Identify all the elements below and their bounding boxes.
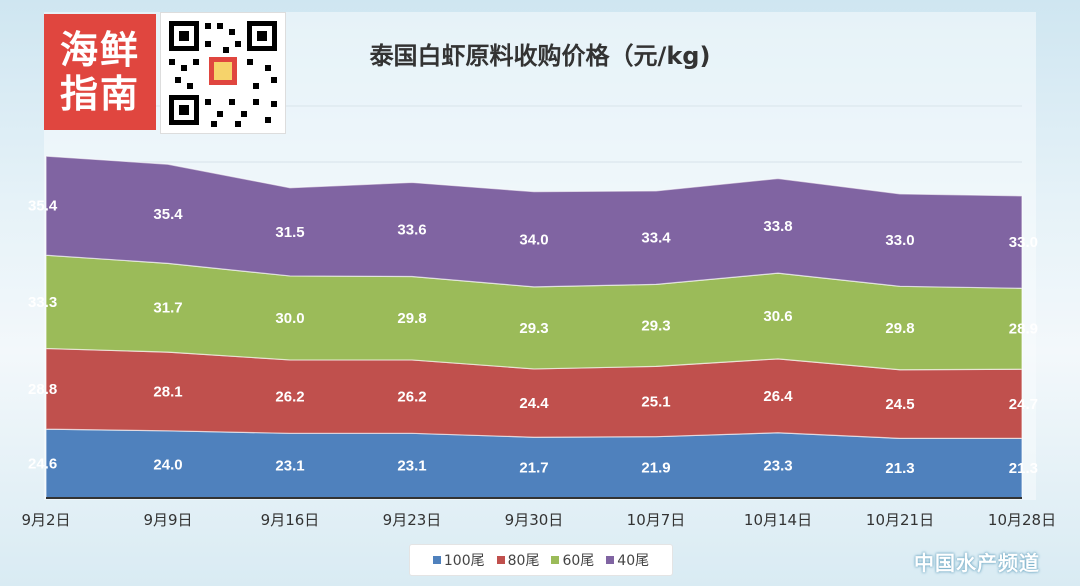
data-label: 29.3 xyxy=(641,317,670,334)
legend-label: 40尾 xyxy=(617,553,650,569)
data-label: 24.6 xyxy=(28,456,57,473)
chart-title: 泰国白虾原料收购价格（元/kg) xyxy=(370,42,711,70)
legend-item: 80尾 xyxy=(496,550,540,570)
data-label: 29.8 xyxy=(397,310,426,327)
data-label: 33.0 xyxy=(885,232,914,249)
data-label: 33.0 xyxy=(1009,234,1038,251)
data-label: 26.2 xyxy=(397,389,426,406)
legend-label: 80尾 xyxy=(507,553,540,569)
legend-label: 100尾 xyxy=(443,553,485,569)
data-label: 35.4 xyxy=(28,198,58,215)
x-tick-label: 10月28日 xyxy=(988,511,1056,529)
x-tick-label: 9月2日 xyxy=(21,511,70,529)
area-series-40尾 xyxy=(45,155,1023,289)
data-label: 23.1 xyxy=(275,458,304,475)
x-tick-label: 9月30日 xyxy=(505,511,564,529)
watermark: 中国水产频道 xyxy=(914,551,1040,575)
legend-swatch xyxy=(551,556,560,564)
data-label: 24.0 xyxy=(153,456,182,473)
x-tick-label: 10月21日 xyxy=(866,511,934,529)
data-label: 33.6 xyxy=(397,221,426,238)
data-label: 24.5 xyxy=(885,396,914,413)
data-label: 35.4 xyxy=(153,206,183,223)
x-tick-label: 9月9日 xyxy=(143,511,192,529)
data-label: 24.4 xyxy=(519,395,549,412)
data-label: 28.9 xyxy=(1009,321,1038,338)
data-label: 29.3 xyxy=(519,320,548,337)
data-label: 31.5 xyxy=(275,224,304,241)
x-tick-label: 10月14日 xyxy=(744,511,812,529)
qr-code xyxy=(160,12,286,134)
data-label: 26.4 xyxy=(763,388,793,405)
data-label: 23.1 xyxy=(397,458,426,475)
x-tick-label: 9月16日 xyxy=(261,511,320,529)
data-label: 26.2 xyxy=(275,389,304,406)
data-label: 33.4 xyxy=(641,230,671,247)
data-label: 21.3 xyxy=(885,460,914,477)
chart-legend: 100尾 80尾 60尾 40尾 xyxy=(409,544,673,576)
data-label: 28.1 xyxy=(153,383,182,400)
legend-item: 100尾 xyxy=(432,550,485,570)
data-label: 23.3 xyxy=(763,457,792,474)
legend-swatch xyxy=(496,556,505,564)
legend-swatch xyxy=(432,556,441,564)
brand-logo: 海鲜指南 xyxy=(44,14,156,130)
qr-code-graphic xyxy=(169,21,277,127)
data-label: 28.8 xyxy=(28,381,57,398)
legend-item: 40尾 xyxy=(606,550,649,570)
data-label: 25.1 xyxy=(641,394,670,411)
legend-label: 60尾 xyxy=(562,553,595,569)
legend-swatch xyxy=(606,556,615,564)
data-label: 24.7 xyxy=(1009,396,1038,413)
legend-item: 60尾 xyxy=(551,550,594,570)
data-label: 33.3 xyxy=(28,294,57,311)
data-label: 33.8 xyxy=(763,218,792,235)
data-label: 29.8 xyxy=(885,320,914,337)
data-label: 34.0 xyxy=(519,231,548,248)
data-label: 21.3 xyxy=(1009,460,1038,477)
logo-text: 海鲜指南 xyxy=(59,27,140,116)
data-label: 21.7 xyxy=(519,460,548,477)
data-label: 21.9 xyxy=(641,459,670,476)
data-label: 31.7 xyxy=(153,300,182,317)
data-label: 30.6 xyxy=(763,308,792,325)
data-label: 30.0 xyxy=(275,310,304,327)
x-tick-label: 9月23日 xyxy=(383,511,442,529)
x-tick-label: 10月7日 xyxy=(627,511,686,529)
